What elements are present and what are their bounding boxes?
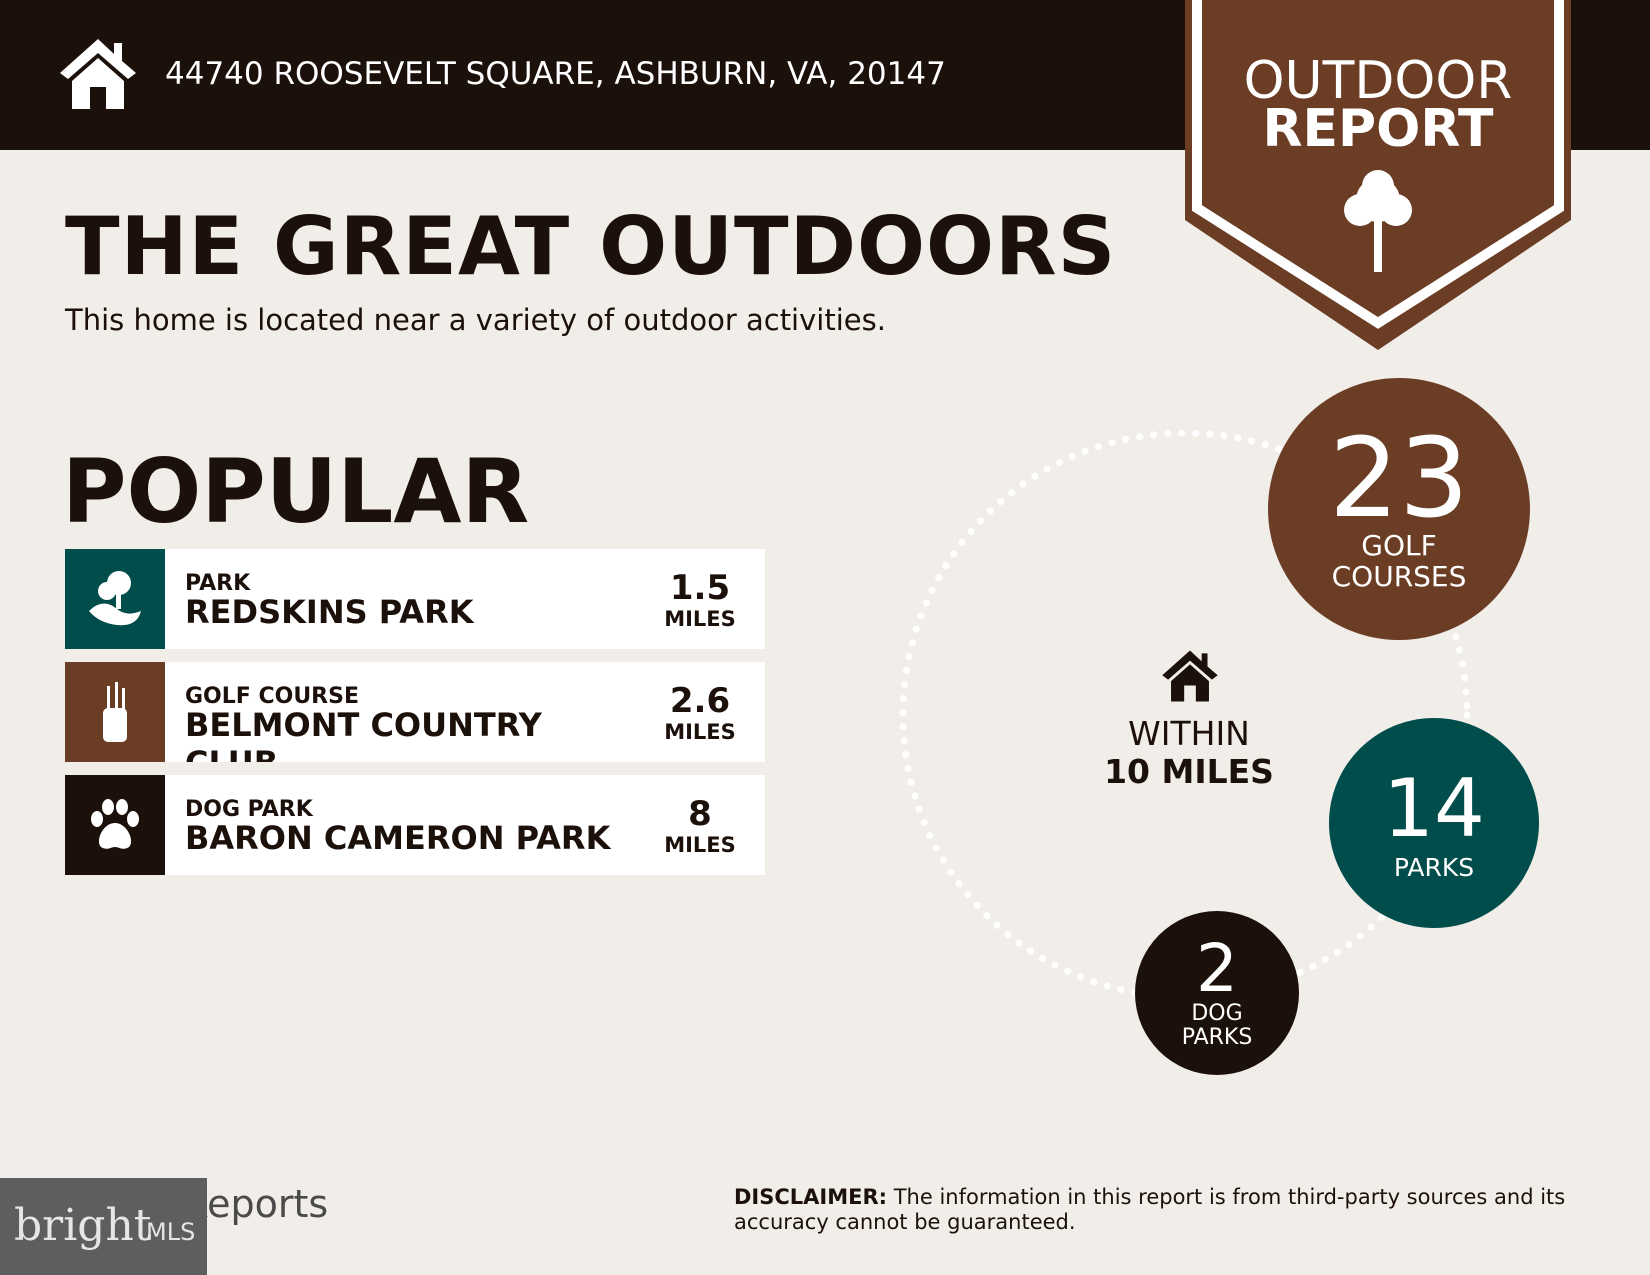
dog-parks-count-circle: 2 DOG PARKS bbox=[1135, 911, 1299, 1075]
place-name: REDSKINS PARK bbox=[185, 593, 474, 631]
home-icon bbox=[1162, 650, 1218, 702]
label: COURSES bbox=[1331, 559, 1467, 593]
distance-unit: MILES bbox=[664, 720, 736, 744]
label: DOG bbox=[1191, 1000, 1243, 1026]
radius-dotted-circle bbox=[899, 429, 1471, 1001]
badge-line1: OUTDOOR bbox=[1243, 51, 1513, 111]
disclaimer-label: DISCLAIMER: bbox=[734, 1185, 888, 1209]
category-label: PARK bbox=[185, 571, 251, 596]
bright-mls-logo: bright MLS bbox=[0, 1178, 207, 1275]
list-item: DOG PARK BARON CAMERON PARK 8 MILES bbox=[65, 775, 765, 875]
label: GOLF bbox=[1361, 528, 1437, 562]
badge-line2: REPORT bbox=[1262, 99, 1494, 159]
property-address: 44740 ROOSEVELT SQUARE, ASHBURN, VA, 201… bbox=[165, 56, 946, 92]
page-subtitle: This home is located near a variety of o… bbox=[65, 303, 886, 337]
within-label: WITHIN bbox=[1128, 714, 1250, 753]
paw-icon bbox=[65, 775, 165, 875]
park-icon bbox=[65, 549, 165, 649]
disclaimer-text: The information in this report is from t… bbox=[734, 1185, 1566, 1234]
distance-value: 2.6 bbox=[669, 681, 731, 721]
category-label: DOG PARK bbox=[185, 797, 313, 822]
disclaimer: DISCLAIMER: The information in this repo… bbox=[734, 1185, 1604, 1235]
tree-icon bbox=[1344, 170, 1412, 272]
place-name: BELMONT COUNTRY CLUB bbox=[185, 706, 542, 762]
category-label: GOLF COURSE bbox=[185, 684, 359, 709]
count: 23 bbox=[1329, 413, 1469, 542]
count: 14 bbox=[1383, 762, 1485, 856]
list-item: PARK REDSKINS PARK 1.5 MILES bbox=[65, 549, 765, 649]
bright-wordmark: bright bbox=[14, 1200, 152, 1251]
distance-value: 1.5 bbox=[669, 568, 731, 608]
page-title: THE GREAT OUTDOORS bbox=[65, 200, 1117, 293]
distance-unit: MILES bbox=[664, 607, 736, 631]
mls-wordmark: MLS bbox=[146, 1218, 196, 1246]
distance-value: 8 bbox=[688, 794, 712, 834]
home-icon bbox=[60, 39, 136, 109]
golf-bag-icon bbox=[65, 662, 165, 762]
list-item: GOLF COURSE BELMONT COUNTRY CLUB 2.6MILE… bbox=[65, 662, 765, 762]
outdoor-report-badge bbox=[1185, 0, 1571, 350]
label: PARKS bbox=[1393, 853, 1475, 883]
golf-courses-count-circle: 23 GOLF COURSES bbox=[1268, 378, 1530, 640]
within-distance: 10 MILES bbox=[1104, 752, 1274, 791]
count: 2 bbox=[1196, 929, 1238, 1007]
label: PARKS bbox=[1181, 1025, 1253, 1050]
parks-count-circle: 14 PARKS bbox=[1329, 718, 1539, 928]
section-title: POPULAR bbox=[62, 440, 530, 543]
place-name: BARON CAMERON PARK bbox=[185, 819, 611, 857]
distance-unit: MILES bbox=[664, 833, 736, 857]
